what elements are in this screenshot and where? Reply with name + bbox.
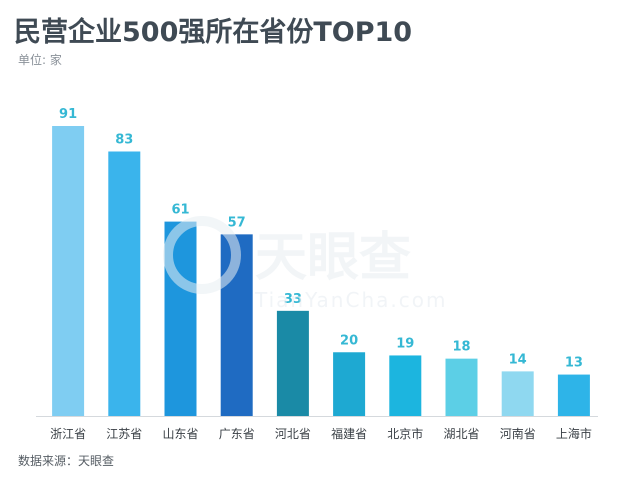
category-label-7: 湖北省 — [443, 426, 479, 441]
category-label-3: 广东省 — [219, 427, 255, 441]
chart-title: 民营企业500强所在省份TOP10 — [14, 17, 413, 48]
category-label-8: 河南省 — [500, 426, 536, 441]
category-label-9: 上海市 — [556, 426, 592, 441]
category-label-2: 山东省 — [162, 427, 198, 441]
bar-0 — [52, 126, 85, 416]
bar-5 — [333, 352, 366, 416]
bar-7 — [445, 358, 478, 416]
value-label-5: 20 — [340, 333, 358, 348]
bar-2 — [164, 221, 197, 416]
category-label-1: 江苏省 — [106, 427, 142, 441]
value-label-6: 19 — [396, 336, 414, 351]
category-label-6: 北京市 — [387, 426, 423, 441]
category-label-0: 浙江省 — [50, 427, 86, 441]
value-label-4: 33 — [284, 292, 302, 307]
bar-1 — [108, 151, 141, 416]
source-note: 数据来源：天眼查 — [18, 454, 115, 468]
category-label-4: 河北省 — [275, 427, 311, 441]
value-label-0: 91 — [59, 107, 77, 122]
bar-8 — [501, 371, 534, 416]
bar-3 — [220, 234, 253, 416]
value-label-8: 14 — [509, 352, 527, 367]
value-label-9: 13 — [565, 356, 583, 371]
category-label-5: 福建省 — [331, 426, 367, 441]
unit-label: 单位: 家 — [18, 53, 62, 67]
value-label-2: 61 — [171, 203, 189, 218]
value-label-3: 57 — [228, 215, 246, 230]
bar-4 — [276, 310, 309, 416]
bar-6 — [389, 355, 422, 416]
value-label-7: 18 — [452, 340, 470, 355]
bar-9 — [557, 374, 590, 416]
value-label-1: 83 — [115, 132, 133, 147]
